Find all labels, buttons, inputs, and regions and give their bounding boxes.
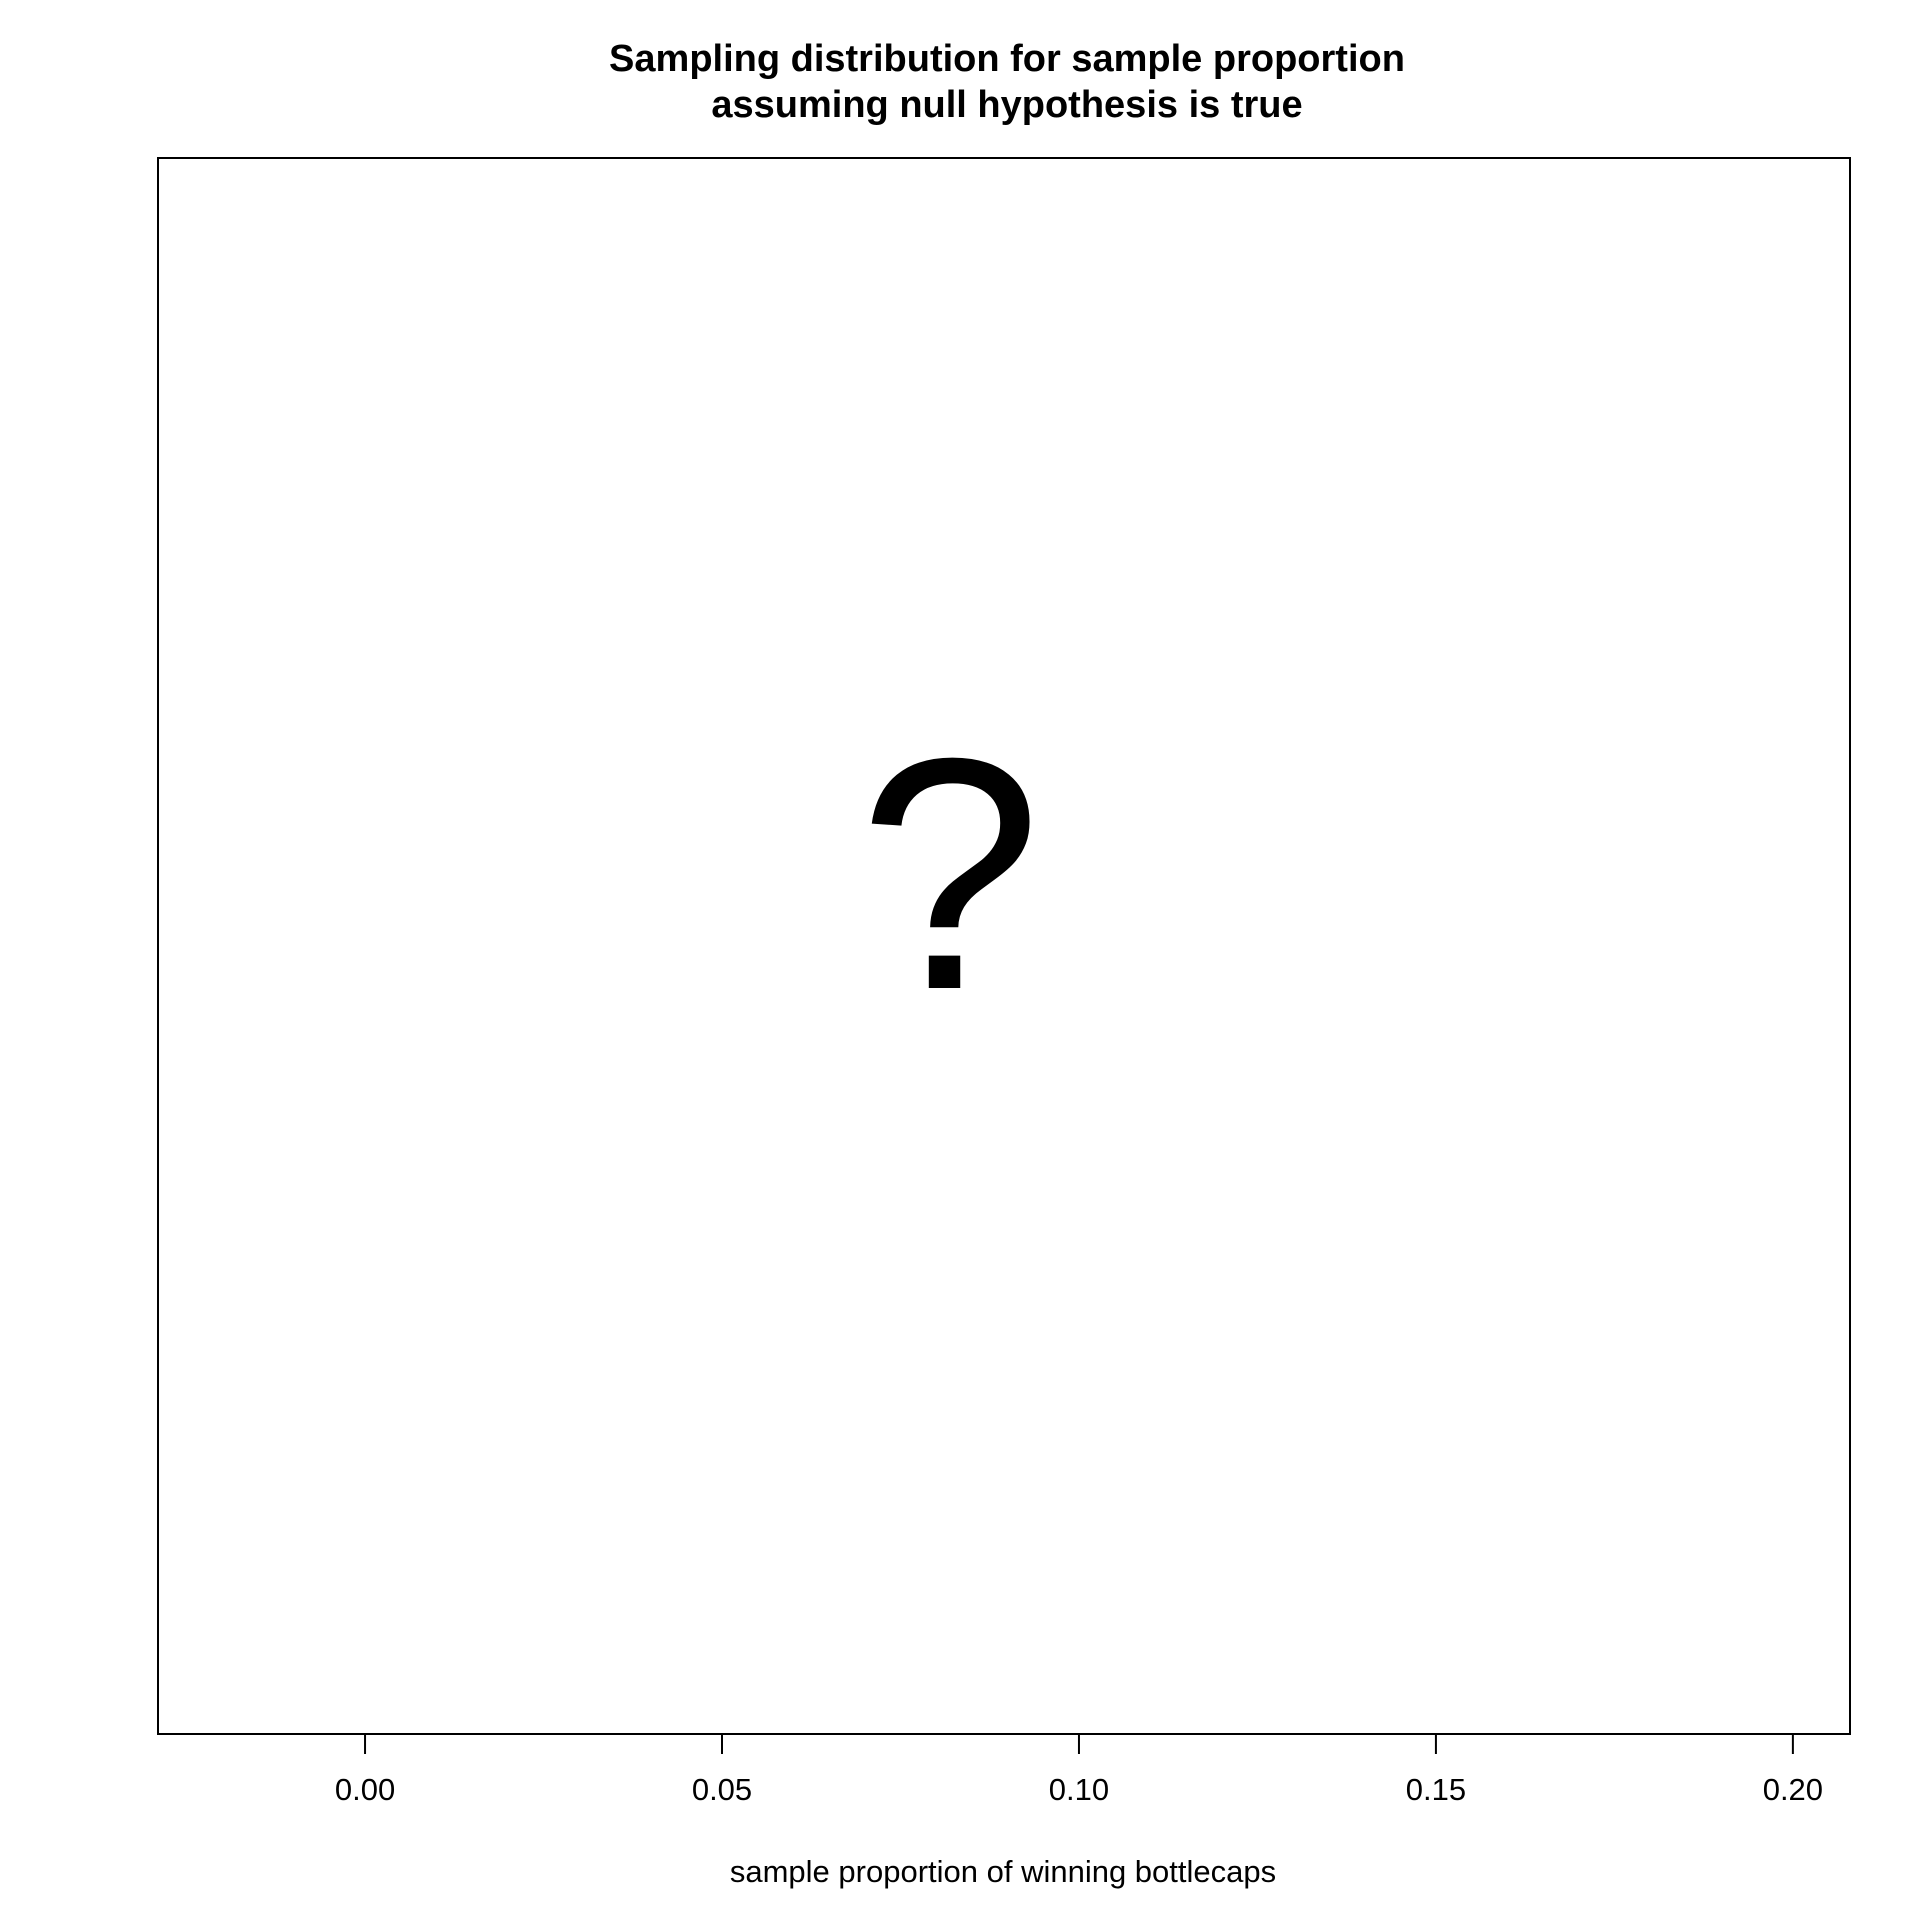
x-tick-label: 0.20 [1763, 1772, 1823, 1807]
chart-title-line-1: Sampling distribution for sample proport… [609, 38, 1405, 80]
chart-title-line-2: assuming null hypothesis is true [711, 84, 1302, 126]
x-tick-label: 0.00 [335, 1772, 395, 1807]
x-tick-label: 0.05 [692, 1772, 752, 1807]
x-tick-label: 0.10 [1049, 1772, 1109, 1807]
x-axis-label: sample proportion of winning bottlecaps [730, 1854, 1276, 1889]
x-tick-label: 0.15 [1406, 1772, 1466, 1807]
x-axis-ticks: 0.00 0.05 0.10 0.15 0.20 [335, 1734, 1823, 1807]
question-mark-annotation: ? [858, 689, 1042, 1058]
